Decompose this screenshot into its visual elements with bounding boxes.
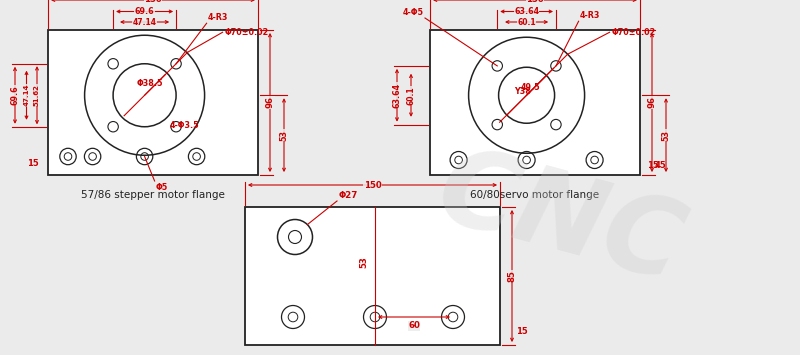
Text: 53: 53: [359, 256, 368, 268]
Text: 15: 15: [516, 327, 528, 335]
Text: 51.62: 51.62: [34, 84, 40, 106]
Text: Φ27: Φ27: [339, 191, 358, 200]
Text: 57/86 stepper motor flange: 57/86 stepper motor flange: [81, 190, 225, 200]
Text: 96: 96: [647, 97, 657, 109]
Text: 60.1: 60.1: [518, 17, 536, 27]
Text: 4-Φ3.5: 4-Φ3.5: [170, 120, 199, 130]
Text: Φ70±0.02: Φ70±0.02: [225, 28, 269, 37]
Text: 15: 15: [27, 159, 39, 168]
Text: 4-R3: 4-R3: [579, 11, 600, 20]
Text: Φ5: Φ5: [156, 183, 168, 192]
Text: 63.64: 63.64: [393, 83, 402, 108]
Text: Φ38.5: Φ38.5: [136, 79, 163, 88]
Text: 4-R3: 4-R3: [208, 13, 228, 22]
Bar: [48, 30, 258, 175]
Text: 47.14: 47.14: [133, 17, 157, 27]
Bar: [430, 30, 640, 175]
Text: 63.64: 63.64: [514, 7, 539, 16]
Text: 69.6: 69.6: [10, 86, 19, 105]
Text: Φ70±0.02: Φ70±0.02: [612, 28, 656, 37]
Bar: [245, 207, 500, 345]
Text: 60/80servo motor flange: 60/80servo motor flange: [470, 190, 599, 200]
Text: 69.6: 69.6: [134, 7, 154, 16]
Text: 150: 150: [364, 180, 382, 190]
Text: 85: 85: [507, 270, 517, 282]
Text: 150: 150: [526, 0, 544, 5]
Text: 47.14: 47.14: [23, 84, 30, 106]
Text: Υ38: Υ38: [514, 87, 531, 96]
Text: 53: 53: [662, 130, 670, 141]
Text: 96: 96: [266, 97, 274, 109]
Text: 49.5: 49.5: [521, 83, 541, 92]
Text: 53: 53: [279, 130, 289, 141]
Text: 150: 150: [144, 0, 162, 5]
Text: 60.1: 60.1: [406, 86, 415, 105]
Text: 15: 15: [647, 160, 658, 169]
Text: 45: 45: [654, 160, 666, 169]
Text: CNC: CNC: [426, 136, 694, 304]
Text: 60: 60: [408, 322, 420, 331]
Text: 4-Φ5: 4-Φ5: [403, 8, 424, 17]
